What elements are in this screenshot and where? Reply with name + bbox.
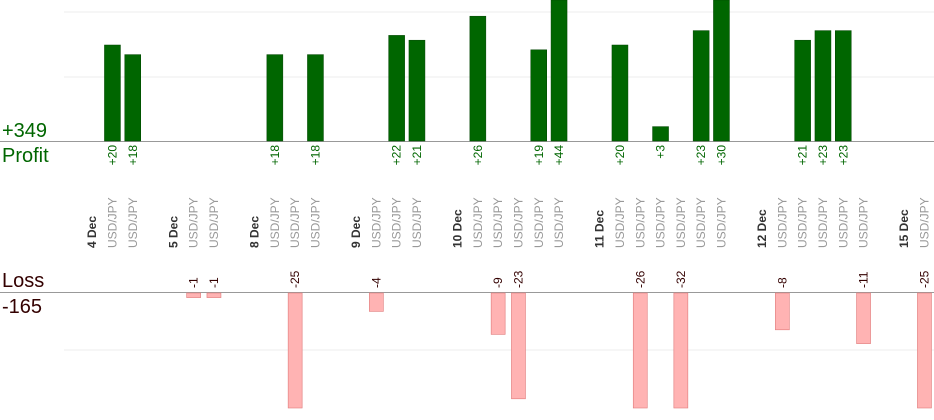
profit-value-label: +20 bbox=[105, 145, 119, 166]
pair-label: USD/JPY bbox=[694, 197, 708, 248]
profit-value-label: +30 bbox=[714, 145, 728, 166]
profit-value-label: +18 bbox=[268, 145, 282, 166]
pair-label: USD/JPY bbox=[836, 197, 850, 248]
profit-value-label: +21 bbox=[796, 145, 810, 166]
pair-label: USD/JPY bbox=[390, 197, 404, 248]
pair-label: USD/JPY bbox=[714, 197, 728, 248]
pair-label: USD/JPY bbox=[511, 197, 525, 248]
pair-label: USD/JPY bbox=[654, 197, 668, 248]
loss-value-label: -11 bbox=[857, 271, 871, 288]
profit-bar bbox=[388, 35, 405, 142]
loss-bar bbox=[206, 292, 222, 298]
loss-value-label: -1 bbox=[187, 277, 201, 288]
loss-value-label: -32 bbox=[674, 270, 688, 288]
pair-label: USD/JPY bbox=[633, 197, 647, 248]
loss-bar bbox=[511, 292, 526, 400]
pair-label: USD/JPY bbox=[105, 197, 119, 248]
loss-bar bbox=[632, 292, 648, 409]
profit-bar bbox=[307, 54, 324, 142]
pair-label: USD/JPY bbox=[207, 197, 221, 248]
loss-bar bbox=[490, 292, 506, 335]
profit-bar bbox=[794, 39, 811, 142]
pair-label: USD/JPY bbox=[674, 197, 688, 248]
date-label: 8 Dec bbox=[248, 216, 262, 248]
pair-label: USD/JPY bbox=[308, 197, 322, 248]
pair-label: USD/JPY bbox=[796, 197, 810, 248]
loss-bar bbox=[673, 292, 689, 409]
profit-bar bbox=[408, 39, 426, 142]
pair-label: USD/JPY bbox=[857, 197, 871, 248]
profit-total: +349 bbox=[2, 120, 48, 142]
date-label: 5 Dec bbox=[166, 216, 180, 248]
pair-label: USD/JPY bbox=[126, 197, 140, 248]
profit-value-label: +23 bbox=[816, 145, 830, 166]
profit-value-label: +3 bbox=[654, 145, 668, 159]
profit-value-label: +44 bbox=[552, 145, 566, 166]
date-label: 9 Dec bbox=[349, 216, 363, 248]
pair-label: USD/JPY bbox=[552, 197, 566, 248]
profit-label: Profit bbox=[2, 145, 49, 167]
profit-bar bbox=[692, 30, 710, 142]
loss-value-label: -1 bbox=[207, 277, 221, 288]
profit-bar bbox=[652, 126, 669, 142]
loss-bar bbox=[287, 292, 303, 409]
pair-label: USD/JPY bbox=[613, 197, 627, 248]
loss-total: -165 bbox=[2, 296, 43, 318]
profit-value-label: +21 bbox=[410, 145, 424, 166]
profit-bar bbox=[469, 15, 487, 142]
loss-label: Loss bbox=[2, 270, 45, 292]
pair-label: USD/JPY bbox=[471, 197, 485, 248]
pair-label: USD/JPY bbox=[369, 197, 383, 248]
pair-label: USD/JPY bbox=[532, 197, 546, 248]
loss-value-label: -9 bbox=[491, 277, 505, 288]
pair-label: USD/JPY bbox=[775, 197, 789, 248]
profit-bar bbox=[835, 30, 852, 142]
profit-bar bbox=[530, 49, 547, 142]
date-label: 4 Dec bbox=[85, 216, 99, 248]
date-label: 10 Dec bbox=[451, 209, 465, 248]
loss-bar bbox=[775, 292, 790, 331]
loss-bar bbox=[186, 292, 201, 298]
profit-bar bbox=[550, 0, 568, 142]
profit-bar bbox=[104, 44, 121, 142]
loss-value-label: -25 bbox=[917, 270, 931, 288]
profit-value-label: +22 bbox=[390, 145, 404, 166]
loss-value-label: -23 bbox=[511, 270, 525, 288]
profit-bar bbox=[814, 30, 832, 142]
profit-bar bbox=[266, 54, 284, 142]
pair-label: USD/JPY bbox=[288, 197, 302, 248]
trade-labels: 4 Dec USD/JPY +20 USD/JPY +18 5 Dec USD/JPY -1 U… bbox=[85, 145, 931, 288]
loss-value-label: -26 bbox=[633, 270, 647, 288]
pair-label: USD/JPY bbox=[491, 197, 505, 248]
date-label: 11 Dec bbox=[593, 210, 607, 248]
date-label: 12 Dec bbox=[755, 209, 769, 248]
loss-value-label: -25 bbox=[288, 270, 302, 288]
pair-label: USD/JPY bbox=[410, 197, 424, 248]
axis-lines bbox=[0, 141, 934, 293]
profit-value-label: +18 bbox=[308, 145, 322, 166]
pair-label: USD/JPY bbox=[816, 197, 830, 248]
trade-bars bbox=[104, 0, 932, 409]
profit-value-label: +23 bbox=[694, 145, 708, 166]
profit-bar bbox=[713, 0, 730, 142]
profit-bar bbox=[611, 44, 629, 142]
loss-bar bbox=[856, 292, 871, 344]
grid-lines bbox=[64, 11, 934, 351]
loss-bar bbox=[917, 292, 932, 409]
pair-label: USD/JPY bbox=[187, 197, 201, 248]
loss-value-label: -8 bbox=[775, 277, 789, 288]
profit-value-label: +26 bbox=[471, 145, 485, 166]
pair-label: USD/JPY bbox=[268, 197, 282, 248]
loss-value-label: -4 bbox=[369, 277, 383, 288]
profit-value-label: +23 bbox=[836, 145, 850, 166]
loss-bar bbox=[369, 292, 384, 312]
profit-value-label: +18 bbox=[126, 145, 140, 166]
profit-bar bbox=[124, 54, 141, 142]
profit-value-label: +19 bbox=[532, 145, 546, 166]
profit-value-label: +20 bbox=[613, 145, 627, 166]
pair-label: USD/JPY bbox=[917, 197, 931, 248]
date-label: 15 Dec bbox=[897, 209, 911, 248]
